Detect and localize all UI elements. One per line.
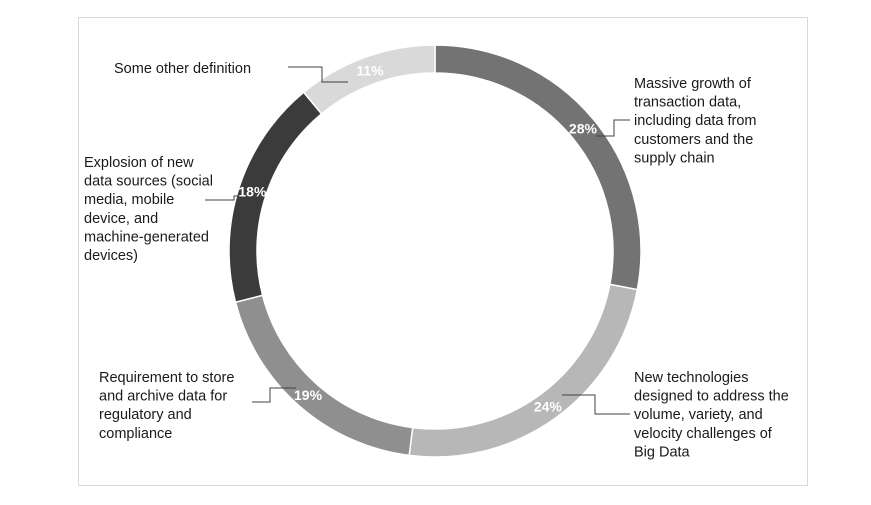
- category-label-line: device, and: [84, 211, 158, 227]
- leader-line-store-archive: [252, 387, 296, 403]
- category-label-line: New technologies: [634, 370, 748, 386]
- leader-lines: [205, 66, 630, 415]
- category-label-line: velocity challenges of: [634, 426, 773, 442]
- leader-line-new-technologies: [562, 394, 630, 415]
- category-label-new-data-sources: Explosion of new data sources (social medi…: [84, 155, 213, 264]
- category-label-line: regulatory and: [99, 407, 192, 423]
- category-label-line: Explosion of new: [84, 155, 194, 171]
- category-label-line: including data from: [634, 113, 757, 129]
- category-label-line: volume, variety, and: [634, 407, 763, 423]
- percent-label-new-technologies: 24%: [534, 398, 563, 414]
- category-label-transaction-growth: Massive growth of transaction data, includ…: [634, 76, 757, 166]
- slice-transaction-growth: [434, 44, 642, 291]
- chart-area: [78, 17, 808, 486]
- category-label-line: supply chain: [634, 150, 715, 166]
- category-label-line: machine-generated: [84, 229, 209, 245]
- percent-labels: 28% 24% 19% 18% 11%: [238, 62, 597, 414]
- percent-label-transaction-growth: 28%: [569, 121, 598, 137]
- category-label-line: transaction data,: [634, 95, 741, 111]
- category-label-line: devices): [84, 248, 138, 264]
- category-labels: Massive growth of transaction data, includ…: [84, 61, 789, 460]
- category-label-line: media, mobile: [84, 192, 174, 208]
- category-label-line: Some other definition: [114, 61, 251, 77]
- leader-line-transaction-growth: [596, 119, 630, 137]
- percent-label-new-data-sources: 18%: [238, 184, 267, 200]
- category-label-new-technologies: New technologies designed to address the v…: [634, 370, 789, 460]
- category-label-line: and archive data for: [99, 389, 227, 405]
- category-label-line: customers and the: [634, 132, 753, 148]
- category-label-line: designed to address the: [634, 389, 789, 405]
- category-label-line: Massive growth of: [634, 76, 752, 92]
- leader-line-new-data-sources: [205, 195, 262, 201]
- slice-store-archive: [234, 294, 414, 457]
- category-label-line: Requirement to store: [99, 370, 234, 386]
- slices: [228, 44, 642, 458]
- category-label-other-definition: Some other definition: [114, 61, 251, 77]
- category-label-store-archive: Requirement to store and archive data for…: [99, 370, 234, 442]
- percent-label-store-archive: 19%: [294, 387, 323, 403]
- leader-line-other-definition: [288, 66, 348, 83]
- percent-label-other-definition: 11%: [356, 62, 384, 78]
- slice-new-technologies: [408, 283, 639, 458]
- category-label-line: Big Data: [634, 444, 691, 460]
- slice-other-definition: [302, 44, 436, 115]
- category-label-line: compliance: [99, 426, 172, 442]
- category-label-line: data sources (social: [84, 174, 213, 190]
